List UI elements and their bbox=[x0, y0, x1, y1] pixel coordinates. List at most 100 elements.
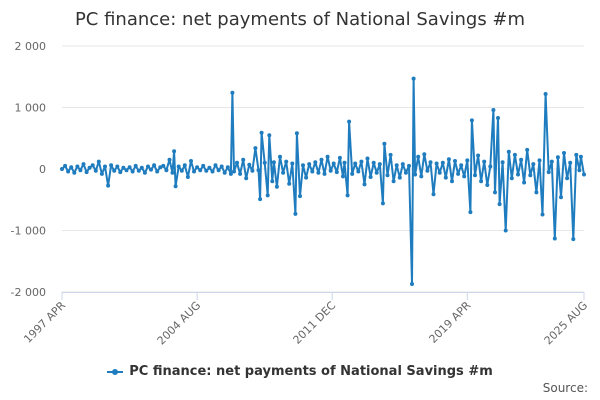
data-point bbox=[244, 176, 249, 181]
data-point bbox=[400, 162, 405, 167]
data-point bbox=[380, 201, 385, 206]
data-point bbox=[216, 168, 221, 173]
data-point bbox=[574, 152, 579, 157]
data-point bbox=[428, 160, 433, 165]
data-point bbox=[549, 159, 554, 164]
data-point bbox=[81, 162, 86, 167]
data-point bbox=[334, 170, 339, 175]
data-point bbox=[469, 118, 474, 123]
data-point bbox=[319, 157, 324, 162]
data-point bbox=[179, 168, 184, 173]
data-point bbox=[182, 163, 187, 168]
data-point bbox=[90, 163, 95, 168]
data-point bbox=[578, 154, 583, 159]
data-point bbox=[397, 175, 402, 180]
data-point bbox=[476, 153, 481, 158]
data-point bbox=[531, 162, 536, 167]
data-point bbox=[290, 161, 295, 166]
data-point bbox=[241, 157, 246, 162]
data-point bbox=[328, 168, 333, 173]
data-point bbox=[158, 165, 163, 170]
legend[interactable]: PC finance: net payments of National Sav… bbox=[0, 364, 600, 381]
data-point bbox=[258, 197, 263, 202]
data-point bbox=[512, 152, 517, 157]
data-point bbox=[142, 170, 147, 175]
data-point bbox=[281, 170, 286, 175]
data-point bbox=[446, 157, 451, 162]
data-point bbox=[198, 168, 203, 173]
data-point bbox=[462, 174, 467, 179]
data-point bbox=[341, 174, 345, 179]
data-point bbox=[265, 193, 270, 198]
data-point bbox=[250, 168, 255, 173]
data-point bbox=[152, 163, 157, 168]
data-point bbox=[176, 164, 181, 169]
data-point bbox=[313, 160, 318, 165]
data-point bbox=[342, 160, 347, 165]
data-point bbox=[247, 162, 252, 167]
data-point bbox=[571, 237, 576, 242]
data-point bbox=[465, 158, 470, 163]
data-point bbox=[413, 172, 418, 177]
data-point bbox=[371, 160, 376, 165]
data-point bbox=[562, 151, 566, 155]
data-point bbox=[459, 163, 464, 168]
data-point bbox=[479, 179, 484, 184]
data-point bbox=[537, 158, 542, 163]
data-point bbox=[293, 211, 298, 216]
data-point bbox=[301, 163, 305, 168]
data-point bbox=[172, 149, 177, 154]
data-point bbox=[96, 159, 101, 164]
data-point bbox=[437, 170, 442, 175]
data-point bbox=[509, 176, 514, 181]
data-point bbox=[72, 170, 77, 175]
data-point bbox=[577, 168, 582, 173]
y-tick-label: 0 bbox=[39, 163, 46, 176]
data-point bbox=[78, 168, 83, 173]
data-point bbox=[133, 163, 138, 168]
x-tick-label: 1997 APR bbox=[21, 299, 68, 346]
data-point bbox=[482, 159, 487, 164]
data-point bbox=[93, 168, 98, 173]
data-point bbox=[385, 173, 390, 178]
data-point bbox=[170, 170, 175, 175]
data-point bbox=[416, 154, 421, 159]
data-point bbox=[118, 170, 123, 175]
data-point bbox=[411, 76, 416, 81]
data-point bbox=[99, 171, 104, 176]
data-point bbox=[496, 116, 500, 120]
data-point bbox=[307, 162, 312, 167]
data-point bbox=[431, 192, 436, 197]
data-point bbox=[365, 156, 370, 161]
data-point bbox=[555, 155, 560, 160]
data-point bbox=[565, 176, 570, 181]
data-point bbox=[473, 173, 477, 178]
data-point bbox=[443, 175, 448, 180]
data-point bbox=[388, 152, 393, 157]
data-point bbox=[207, 165, 212, 170]
data-point bbox=[149, 167, 153, 172]
y-tick-label: -1 000 bbox=[11, 225, 46, 238]
data-point bbox=[506, 149, 511, 154]
data-point bbox=[228, 171, 233, 176]
data-point bbox=[377, 162, 382, 167]
data-point bbox=[192, 169, 196, 174]
data-point bbox=[262, 160, 267, 165]
data-point bbox=[525, 147, 530, 152]
data-point bbox=[356, 169, 361, 174]
data-point bbox=[519, 157, 524, 162]
data-point bbox=[528, 173, 533, 178]
data-point bbox=[238, 171, 243, 176]
data-point bbox=[434, 161, 439, 166]
data-point bbox=[204, 168, 209, 173]
data-point bbox=[325, 154, 330, 159]
data-point bbox=[235, 160, 239, 165]
data-point bbox=[294, 131, 299, 136]
data-point bbox=[130, 169, 135, 174]
data-point bbox=[124, 168, 129, 173]
data-point bbox=[394, 163, 399, 168]
data-point bbox=[425, 168, 430, 173]
x-tick-label: 2011 DEC bbox=[291, 299, 339, 347]
data-point bbox=[136, 168, 141, 173]
